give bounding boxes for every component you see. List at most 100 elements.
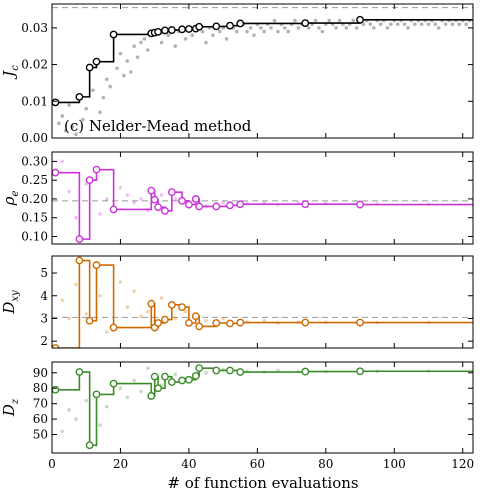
best-marker	[154, 384, 163, 393]
plot-area	[52, 256, 473, 348]
best-marker	[185, 25, 193, 33]
evaluation-point	[204, 370, 208, 375]
evaluation-point	[317, 26, 321, 30]
evaluation-point	[159, 296, 164, 300]
panel-frame	[51, 151, 474, 245]
x-tick-label: 100	[383, 457, 406, 471]
evaluation-point	[125, 395, 130, 400]
evaluation-point	[139, 197, 143, 201]
evaluation-point	[433, 22, 438, 26]
x-tick-label: 40	[181, 457, 196, 471]
evaluation-point	[104, 197, 109, 201]
evaluation-point	[98, 212, 102, 216]
best-marker	[109, 205, 118, 214]
best-marker	[178, 25, 186, 34]
best-marker	[161, 26, 169, 35]
evaluation-point	[132, 289, 136, 294]
y-tick-label: 0.03	[21, 21, 48, 35]
evaluation-point	[282, 26, 287, 30]
panel-frame	[51, 361, 474, 454]
best-marker	[92, 261, 101, 269]
best-marker	[75, 235, 84, 244]
y-tick-label: 0.20	[21, 192, 48, 206]
y-tick-label: 0.02	[21, 58, 48, 72]
best-marker	[75, 368, 84, 376]
best-marker	[109, 30, 118, 39]
evaluation-point	[272, 18, 277, 23]
best-marker	[85, 176, 94, 185]
y-tick-label: 0.10	[21, 229, 48, 243]
best-so-far-line	[55, 168, 473, 240]
best-marker	[185, 375, 193, 384]
panel-2: 0.10 0.15 0.20 0.25 0.30 ρe	[0, 151, 474, 245]
y-tick-label: 90	[33, 366, 48, 380]
best-marker	[195, 22, 204, 31]
y-axis-label: ρe	[0, 191, 21, 207]
evaluation-point	[173, 197, 178, 201]
best-marker	[161, 315, 169, 324]
evaluation-point	[395, 22, 400, 26]
evaluation-point	[173, 44, 178, 49]
best-marker	[85, 63, 94, 72]
y-tick-label: 0.15	[21, 211, 48, 225]
best-marker	[150, 372, 159, 381]
best-marker	[236, 368, 245, 376]
evaluation-point	[104, 77, 109, 82]
evaluation-point	[245, 29, 249, 34]
evaluation-point	[217, 29, 222, 34]
best-marker	[212, 366, 221, 375]
evaluation-point	[118, 51, 123, 56]
evaluation-point	[204, 40, 208, 45]
best-marker	[52, 385, 60, 394]
best-marker	[226, 21, 234, 30]
evaluation-point	[173, 316, 178, 321]
best-marker	[178, 303, 186, 312]
best-marker	[154, 28, 163, 36]
evaluation-point	[70, 125, 75, 129]
evaluation-point	[258, 26, 263, 30]
panel-frame	[51, 3, 474, 139]
evaluation-point	[60, 298, 65, 303]
evaluation-point	[402, 22, 407, 26]
evaluation-point	[221, 316, 225, 321]
evaluation-point	[98, 110, 102, 115]
x-tick-label: 20	[113, 457, 128, 471]
y-tick-label: 50	[33, 427, 48, 441]
panel-1: 0.00 0.01 0.02 0.03 Jc (c) Nelder-Mead method	[0, 3, 474, 145]
best-marker	[147, 186, 156, 195]
evaluation-point	[57, 121, 61, 126]
evaluation-point	[84, 312, 89, 316]
y-axis-label: Dz	[0, 398, 21, 417]
best-marker	[85, 316, 94, 325]
y-tick-label: 3	[40, 311, 48, 325]
best-marker	[167, 188, 176, 197]
evaluation-point	[262, 318, 267, 323]
best-marker	[147, 392, 156, 400]
evaluation-point	[125, 305, 130, 309]
best-marker	[195, 202, 204, 211]
x-axis-label: # of function evaluations	[167, 474, 358, 492]
best-marker	[52, 168, 60, 177]
evaluation-point	[74, 215, 78, 220]
y-tick-label: 70	[33, 397, 48, 411]
evaluation-point	[204, 318, 208, 323]
best-marker	[191, 371, 200, 380]
evaluation-point	[306, 26, 311, 30]
best-marker	[167, 378, 176, 386]
evaluation-point	[389, 22, 393, 26]
evaluation-point	[252, 33, 256, 38]
best-marker	[167, 26, 176, 34]
evaluation-point	[104, 404, 109, 409]
best-so-far-line	[55, 259, 473, 348]
plot-area	[52, 7, 473, 137]
plot-area	[52, 364, 473, 450]
evaluation-point	[327, 18, 332, 23]
evaluation-point	[139, 40, 143, 45]
y-tick-label: 2	[40, 334, 48, 348]
evaluation-point	[60, 114, 65, 118]
evaluation-point	[166, 33, 171, 38]
best-marker	[185, 319, 193, 327]
evaluation-point	[67, 316, 71, 321]
evaluation-point	[262, 29, 267, 34]
